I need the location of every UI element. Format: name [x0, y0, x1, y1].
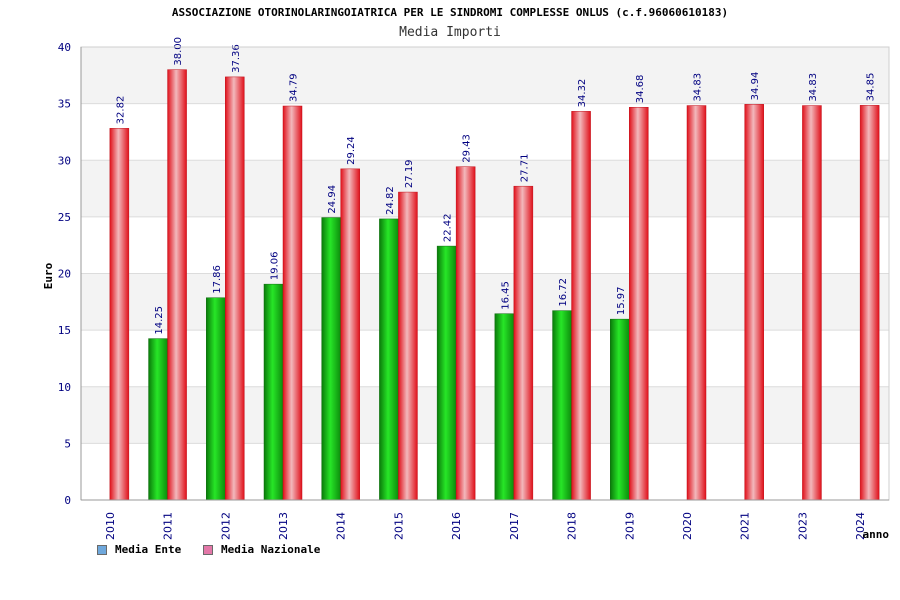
data-label: 32.82 — [115, 96, 126, 125]
bar-media-nazionale — [571, 111, 591, 501]
x-tick-label: 2015 — [392, 512, 405, 540]
x-tick-label: 2013 — [277, 512, 290, 540]
data-label: 34.32 — [577, 79, 588, 108]
legend-item-media-nazionale: Media Nazionale — [203, 543, 320, 556]
bar-media-ente — [206, 297, 226, 501]
plot-band — [81, 330, 889, 387]
x-tick-label: 2014 — [335, 512, 348, 540]
bar-media-ente — [379, 218, 399, 501]
bar-media-ente — [552, 310, 572, 501]
bar-media-nazionale — [455, 166, 476, 501]
data-label: 34.94 — [750, 72, 761, 101]
y-tick-label: 20 — [58, 268, 71, 281]
data-label: 19.06 — [270, 252, 281, 281]
data-label: 15.97 — [616, 286, 627, 315]
x-tick-label: 2018 — [566, 512, 579, 540]
bar-media-ente — [610, 318, 630, 501]
data-label: 34.83 — [808, 73, 819, 102]
data-label: 37.36 — [231, 44, 242, 73]
bar-media-nazionale — [225, 76, 245, 501]
data-label: 24.94 — [327, 185, 338, 214]
bar-media-ente — [494, 313, 515, 501]
y-tick-label: 10 — [58, 381, 71, 394]
bar-media-nazionale — [629, 106, 649, 501]
data-label: 34.68 — [635, 75, 646, 104]
data-label: 29.43 — [462, 134, 473, 163]
bar-media-ente — [263, 283, 284, 501]
legend-swatch-ente — [97, 544, 107, 555]
legend-label-nazionale: Media Nazionale — [221, 543, 321, 556]
data-label: 16.45 — [500, 281, 511, 310]
legend-swatch-nazionale — [203, 544, 213, 555]
y-tick-label: 0 — [64, 494, 71, 507]
x-tick-label: 2017 — [508, 512, 521, 540]
plot-band — [81, 103, 889, 161]
axes-group: 0 5 10 15 20 25 30 35 40 2010 2011 2012 2013 2014 2015… — [58, 41, 890, 540]
plot-band — [81, 443, 889, 500]
bar-media-nazionale — [686, 105, 707, 501]
plot-band — [81, 216, 889, 274]
plot-band — [81, 47, 889, 104]
data-label: 34.85 — [866, 73, 877, 102]
chart-subtitle: Media Importi — [399, 25, 501, 40]
bar-media-nazionale — [744, 104, 764, 501]
bar-media-nazionale — [340, 168, 360, 501]
bar-media-nazionale — [513, 185, 534, 501]
bar-media-nazionale — [167, 69, 187, 501]
data-label: 14.25 — [154, 306, 165, 335]
x-axis-label: anno — [863, 528, 890, 541]
bar-media-nazionale — [109, 128, 130, 501]
x-tick-label: 2024 — [854, 512, 867, 540]
data-label: 38.00 — [173, 37, 184, 66]
x-tick-label: 2010 — [104, 512, 117, 540]
plot-band — [81, 273, 889, 331]
x-tick-label: 2011 — [162, 512, 175, 540]
legend-item-media-ente: Media Ente — [97, 543, 181, 556]
y-tick-label: 25 — [58, 211, 71, 224]
plot-band — [81, 160, 889, 217]
bars-group — [109, 69, 880, 501]
x-tick-label: 2016 — [450, 512, 463, 540]
bar-media-ente — [148, 338, 168, 501]
y-tick-label: 35 — [58, 98, 71, 111]
bar-media-ente — [436, 245, 457, 501]
bar-media-nazionale — [282, 105, 303, 501]
y-tick-label: 40 — [58, 41, 71, 54]
y-axis-label: Euro — [42, 262, 55, 289]
data-label: 17.86 — [212, 265, 223, 294]
x-tick-label: 2012 — [219, 512, 232, 540]
x-tick-label: 2023 — [796, 512, 809, 540]
data-label: 16.72 — [558, 278, 569, 307]
x-tick-label: 2020 — [681, 512, 694, 540]
y-tick-label: 15 — [58, 324, 71, 337]
bar-media-ente — [321, 217, 341, 501]
data-label: 34.79 — [289, 73, 300, 102]
data-labels-group: 32.82 14.25 38.00 17.86 37.36 19.06 34.79 24.94… — [115, 37, 876, 335]
y-tick-label: 30 — [58, 154, 71, 167]
plot-band — [81, 386, 889, 444]
bar-media-nazionale — [802, 105, 822, 501]
bar-media-nazionale — [859, 105, 880, 501]
data-label: 34.83 — [693, 73, 704, 102]
y-tick-label: 5 — [64, 437, 71, 450]
data-label: 29.24 — [346, 136, 357, 165]
legend-label-ente: Media Ente — [115, 543, 182, 556]
data-label: 27.71 — [519, 154, 530, 183]
data-label: 22.42 — [443, 213, 454, 242]
bar-media-nazionale — [398, 191, 418, 501]
x-tick-label: 2021 — [739, 512, 752, 540]
chart-title: ASSOCIAZIONE OTORINOLARINGOIATRICA PER L… — [171, 6, 729, 19]
data-label: 27.19 — [404, 159, 415, 188]
data-label: 24.82 — [385, 186, 396, 215]
x-tick-label: 2019 — [623, 512, 636, 540]
